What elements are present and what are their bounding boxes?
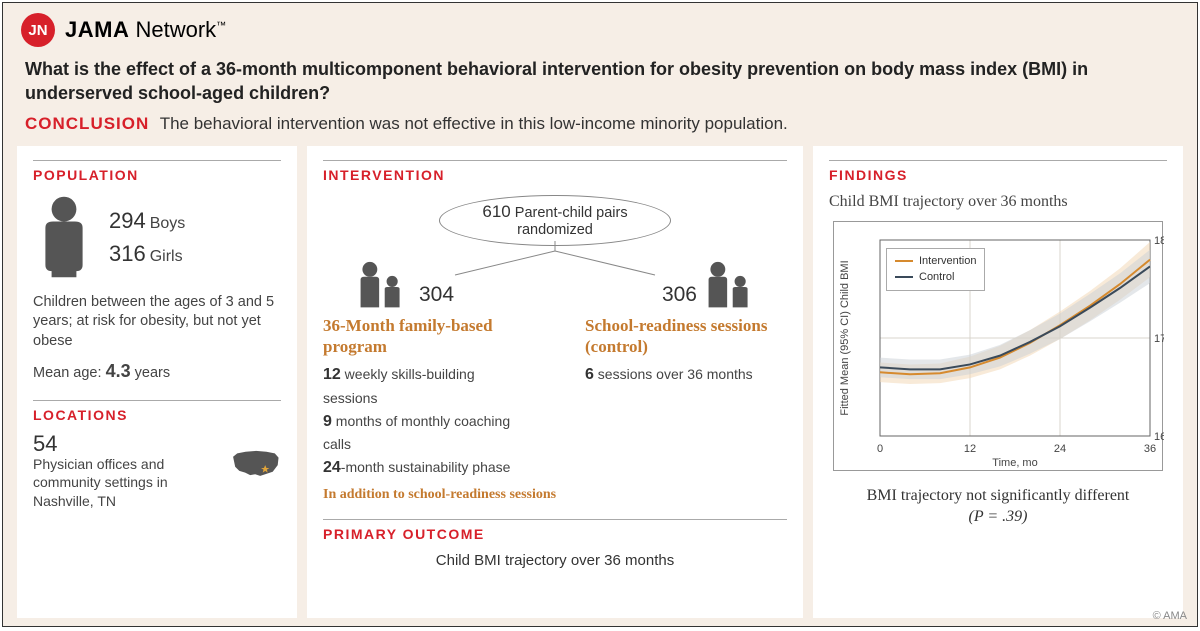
mean-age: Mean age: 4.3 years	[33, 361, 281, 382]
girls-label: Girls	[150, 248, 183, 265]
svg-text:17: 17	[1154, 333, 1164, 345]
primary-outcome-block: PRIMARY OUTCOME Child BMI trajectory ove…	[323, 519, 787, 569]
conclusion-label: CONCLUSION	[25, 114, 149, 133]
population-row: 294Boys 316Girls	[33, 193, 281, 281]
arm-left-addendum: In addition to school-readiness sessions	[323, 487, 787, 503]
arm-right-title: School-readiness sessions (control)	[585, 315, 787, 358]
arm-right: 306	[656, 261, 757, 313]
brand-logo-icon: JN	[21, 13, 55, 47]
parent-child-icon	[701, 261, 757, 313]
locations-heading: LOCATIONS	[33, 400, 281, 423]
svg-text:Time, mo: Time, mo	[992, 457, 1037, 469]
arm-left-details: 12 weekly skills-building sessions9 mont…	[323, 363, 525, 481]
randomized-n: 610	[482, 202, 510, 221]
svg-text:24: 24	[1054, 443, 1066, 455]
locations-block: LOCATIONS 54 Physician offices and commu…	[33, 400, 281, 510]
mean-age-value: 4.3	[106, 361, 131, 381]
columns: POPULATION 294Boys 316Girls Children bet…	[3, 146, 1197, 626]
brand-name: JAMA Network™	[65, 17, 226, 43]
arm-left-title: 36-Month family-based program	[323, 315, 525, 358]
population-heading: POPULATION	[33, 160, 281, 183]
primary-outcome-heading: PRIMARY OUTCOME	[323, 519, 787, 542]
population-counts: 294Boys 316Girls	[109, 204, 185, 270]
usa-map-icon	[231, 433, 281, 493]
chart-svg: 16 17 18 0 12 24 36 Time, mo Fitted Mean (95% CI…	[834, 222, 1164, 472]
mean-age-unit: years	[135, 365, 170, 381]
svg-text:Fitted Mean (95% CI) Child BMI: Fitted Mean (95% CI) Child BMI	[839, 260, 851, 415]
brand-light: Network	[135, 17, 216, 42]
randomized-oval: 610 Parent-child pairs randomized	[439, 195, 671, 247]
chart-legend: InterventionControl	[886, 248, 985, 291]
locations-description: Physician offices and community settings…	[33, 455, 219, 510]
arm-left: 304	[353, 261, 454, 313]
bmi-chart: 16 17 18 0 12 24 36 Time, mo Fitted Mean (95% CI…	[833, 221, 1163, 471]
brand-row: JN JAMA Network™	[3, 3, 1197, 53]
findings-heading: FINDINGS	[829, 160, 1167, 183]
svg-text:16: 16	[1154, 431, 1164, 443]
arm-right-n: 306	[662, 283, 697, 307]
boys-count: 294	[109, 208, 146, 233]
svg-text:0: 0	[877, 443, 883, 455]
arm-left-n: 304	[419, 283, 454, 307]
brand-bold: JAMA	[65, 17, 129, 42]
mean-age-label: Mean age:	[33, 365, 102, 381]
randomization-diagram: 610 Parent-child pairs randomized 304 30…	[323, 193, 787, 313]
intervention-heading: INTERVENTION	[323, 160, 787, 183]
boys-label: Boys	[150, 215, 186, 232]
person-icon	[33, 193, 95, 281]
findings-subtitle: Child BMI trajectory over 36 months	[829, 193, 1167, 211]
population-panel: POPULATION 294Boys 316Girls Children bet…	[17, 146, 297, 618]
girls-count: 316	[109, 241, 146, 266]
arm-right-details: 6 sessions over 36 months	[585, 363, 787, 481]
svg-text:18: 18	[1154, 235, 1164, 247]
research-question: What is the effect of a 36-month multico…	[3, 53, 1197, 114]
conclusion-text: The behavioral intervention was not effe…	[160, 114, 788, 133]
trademark-icon: ™	[216, 21, 226, 32]
conclusion-line: CONCLUSION The behavioral intervention w…	[3, 114, 1197, 146]
intervention-panel: INTERVENTION 610 Parent-child pairs rand…	[307, 146, 803, 618]
primary-outcome-text: Child BMI trajectory over 36 months	[323, 552, 787, 569]
randomized-label: Parent-child pairs randomized	[515, 205, 628, 238]
caption-line1: BMI trajectory not significantly differe…	[829, 485, 1167, 507]
branch-lines-icon	[435, 241, 675, 277]
findings-panel: FINDINGS Child BMI trajectory over 36 mo…	[813, 146, 1183, 618]
locations-count: 54	[33, 433, 219, 455]
infographic-frame: JN JAMA Network™ What is the effect of a…	[2, 2, 1198, 627]
copyright: © AMA	[1153, 610, 1187, 622]
caption-p-value: (P = .39)	[829, 506, 1167, 528]
findings-caption: BMI trajectory not significantly differe…	[829, 485, 1167, 528]
svg-text:36: 36	[1144, 443, 1156, 455]
svg-text:12: 12	[964, 443, 976, 455]
population-description: Children between the ages of 3 and 5 yea…	[33, 293, 281, 352]
parent-child-icon	[353, 261, 409, 313]
